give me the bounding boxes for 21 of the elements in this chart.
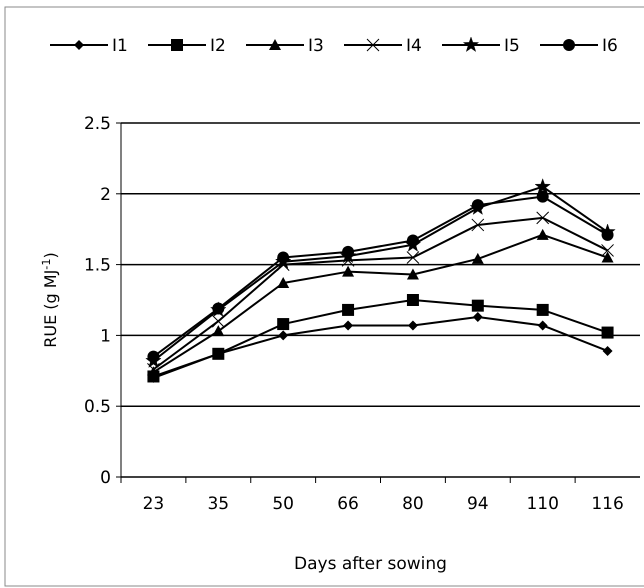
x-tick-label: 23 xyxy=(142,494,164,514)
x-tick-label: 50 xyxy=(272,494,294,514)
y-tick-label: 1.5 xyxy=(84,256,111,276)
x-tick-label: 35 xyxy=(207,494,230,514)
y-tick-label: 1 xyxy=(100,326,111,346)
y-tick-label: 2.5 xyxy=(84,114,111,134)
legend-label: I1 xyxy=(112,36,128,56)
legend-label: I3 xyxy=(308,36,324,56)
x-tick-label: 94 xyxy=(466,494,489,514)
legend-label: I6 xyxy=(602,36,618,56)
y-tick-label: 0 xyxy=(100,468,111,488)
legend-label: I2 xyxy=(210,36,226,56)
x-tick-label: 66 xyxy=(337,494,359,514)
y-tick-label: 0.5 xyxy=(84,397,111,418)
x-tick-label: 110 xyxy=(526,494,559,514)
y-tick-label: 2 xyxy=(100,184,111,205)
legend-label: I5 xyxy=(504,36,520,56)
legend-label: I4 xyxy=(406,36,422,56)
x-tick-label: 80 xyxy=(402,494,424,514)
x-tick-label: 116 xyxy=(591,494,624,514)
x-axis-title: Days after sowing xyxy=(294,554,447,574)
